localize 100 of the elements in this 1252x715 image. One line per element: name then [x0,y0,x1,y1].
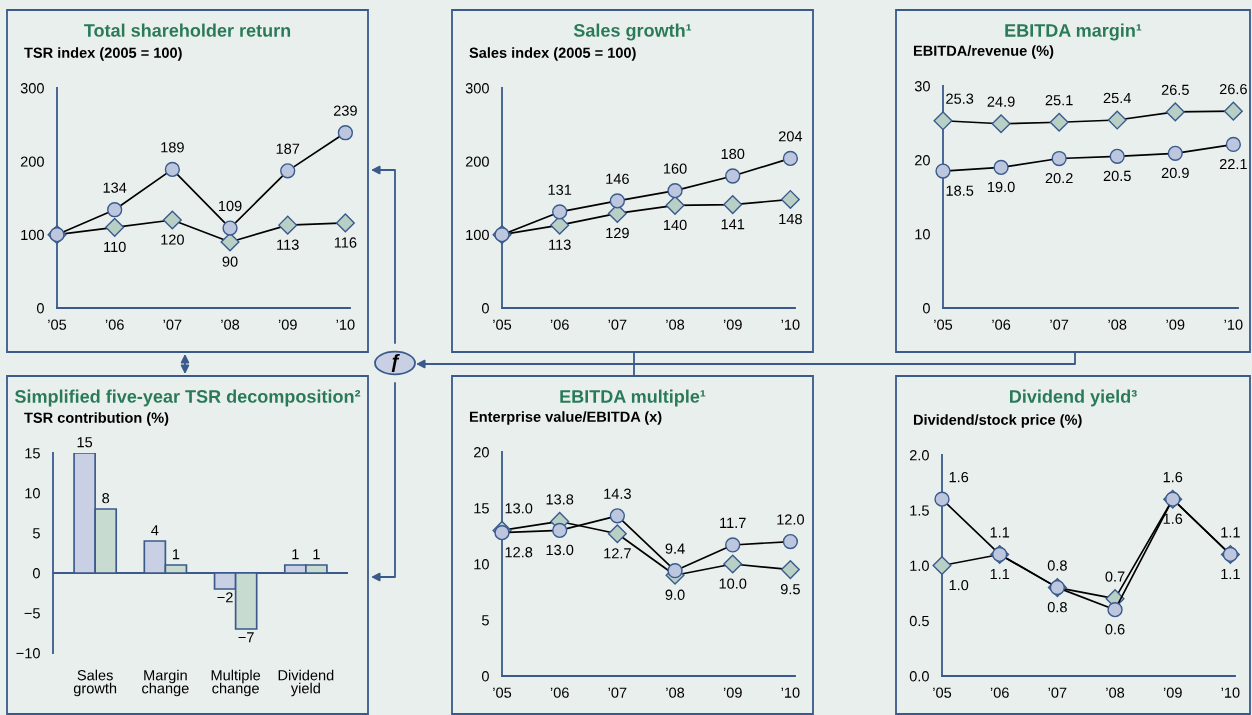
y-tick-label: 100 [21,229,44,241]
y-tick-label: 300 [20,83,44,94]
data-label: 20.5 [1103,170,1131,182]
x-tick-label: ’10 [336,319,355,330]
y-tick-label: −10 [16,648,40,659]
data-label: 1.6 [1163,471,1183,483]
data-label: 141 [721,219,745,230]
data-label: 160 [663,163,687,174]
y-tick-label: 0 [481,671,489,682]
chart-title: Sales growth¹ [573,23,692,41]
x-tick-label: ’10 [781,319,800,330]
data-label: 12.8 [505,547,533,558]
x-tick-label: ’08 [666,687,685,698]
x-tick-label: ’07 [608,687,627,698]
y-tick-label: 1.0 [910,560,929,571]
data-label: 0.7 [1105,571,1125,582]
y-axis-title: Enterprise value/EBITDA (x) [469,411,662,425]
x-tick-label: ’10 [1221,687,1240,698]
y-tick-label: 0.0 [909,671,929,682]
x-tick-label: ’05 [933,687,952,698]
data-label: 14.3 [604,488,631,499]
x-tick-label: ’05 [934,319,953,330]
data-label: 116 [334,237,357,248]
data-label: 19.0 [987,181,1015,193]
y-tick-label: 15 [25,448,40,459]
data-label: 180 [721,148,745,160]
data-label: 20.2 [1045,172,1073,184]
x-tick-label: ’09 [723,319,742,330]
data-label: 1.1 [990,569,1010,580]
x-tick-label: ’06 [992,319,1011,330]
text: ƒ [391,353,400,373]
x-tick-label: ’09 [723,687,742,698]
x-tick-label: ’08 [221,319,240,330]
chart-title: Total shareholder return [84,23,291,37]
data-label: 1.1 [1221,569,1240,580]
data-label: 8 [102,493,110,504]
data-label: 9.0 [665,589,685,600]
y-tick-label: 30 [914,81,930,92]
y-tick-label: 0 [36,303,44,314]
data-label: 187 [276,143,300,154]
y-tick-label: 5 [32,528,40,539]
data-label: 13.0 [546,544,574,556]
y-tick-label: 0.5 [909,615,929,627]
data-label: 13.0 [505,503,533,514]
data-label: 4 [151,525,159,536]
data-label: 1.0 [949,579,969,591]
data-label: 113 [277,239,299,250]
data-label: −2 [217,592,233,603]
x-tick-label: ’06 [550,687,569,698]
y-tick-label: 2.0 [909,450,929,461]
y-tick-label: 200 [465,156,489,167]
data-label: 1 [172,549,180,560]
y-tick-label: 20 [915,155,930,166]
data-label: 22.1 [1219,158,1247,170]
x-tick-label: ’09 [1163,687,1182,698]
y-tick-label: 0 [922,303,930,314]
data-label: 1.1 [990,527,1010,538]
y-axis-title: TSR index (2005 = 100) [24,47,182,61]
data-label: 20.9 [1161,167,1189,179]
data-label: 10.0 [719,578,747,589]
data-label: 18.5 [946,185,974,196]
y-tick-label: 200 [20,156,44,167]
y-axis-title: Sales index (2005 = 100) [469,47,636,61]
data-label: 1.6 [949,471,969,483]
data-label: 1.6 [1163,513,1183,524]
x-tick-label: ’05 [493,687,512,698]
data-label: 129 [606,227,629,239]
x-tick-label: ’06 [105,319,124,330]
data-label: 134 [103,182,127,193]
x-tick-label: ’09 [1166,319,1185,330]
data-label: 148 [779,213,802,225]
data-label: 0.8 [1047,602,1067,613]
x-tick-label: ’05 [48,319,67,330]
y-tick-label: 10 [25,488,40,499]
y-tick-label: −5 [24,608,40,619]
y-tick-label: 100 [466,229,489,241]
data-label: 25.3 [946,93,974,104]
data-label: 25.1 [1045,95,1073,106]
x-tick-label: Margin change [142,669,189,697]
data-label: 90 [222,256,238,267]
data-label: 110 [104,241,126,253]
x-tick-label: ’10 [781,687,800,698]
data-label: 24.9 [987,96,1015,107]
x-tick-label: ’08 [1108,319,1127,330]
data-label: −7 [238,632,254,643]
y-axis-title: TSR contribution (%) [24,412,169,426]
data-label: 15 [77,437,93,448]
data-label: 12.7 [604,548,631,559]
x-tick-label: ’08 [1106,687,1125,698]
y-axis-title: EBITDA/revenue (%) [913,45,1054,59]
x-tick-label: ’07 [608,319,627,330]
chart-title: Simplified five-year TSR decomposition² [14,389,361,407]
y-tick-label: 5 [481,615,489,626]
data-label: 9.4 [665,543,685,554]
data-label: 189 [161,142,184,153]
y-tick-label: 300 [465,83,489,94]
x-tick-label: ’08 [666,319,685,330]
x-tick-label: Dividend yield [278,669,334,697]
x-tick-label: ’07 [1048,687,1067,698]
data-label: 204 [778,131,803,142]
